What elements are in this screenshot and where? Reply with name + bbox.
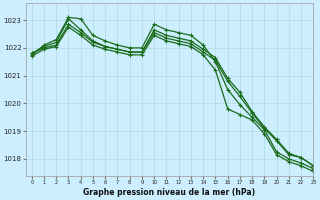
X-axis label: Graphe pression niveau de la mer (hPa): Graphe pression niveau de la mer (hPa) (84, 188, 256, 197)
